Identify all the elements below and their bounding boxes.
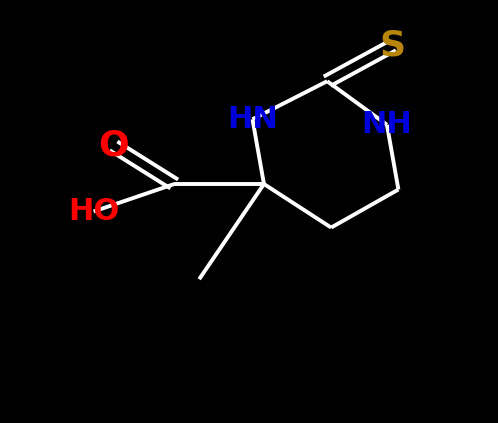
Text: O: O <box>98 129 129 163</box>
Text: S: S <box>379 29 405 63</box>
Text: NH: NH <box>362 110 412 139</box>
Text: HN: HN <box>227 105 278 134</box>
Text: HO: HO <box>68 197 119 226</box>
